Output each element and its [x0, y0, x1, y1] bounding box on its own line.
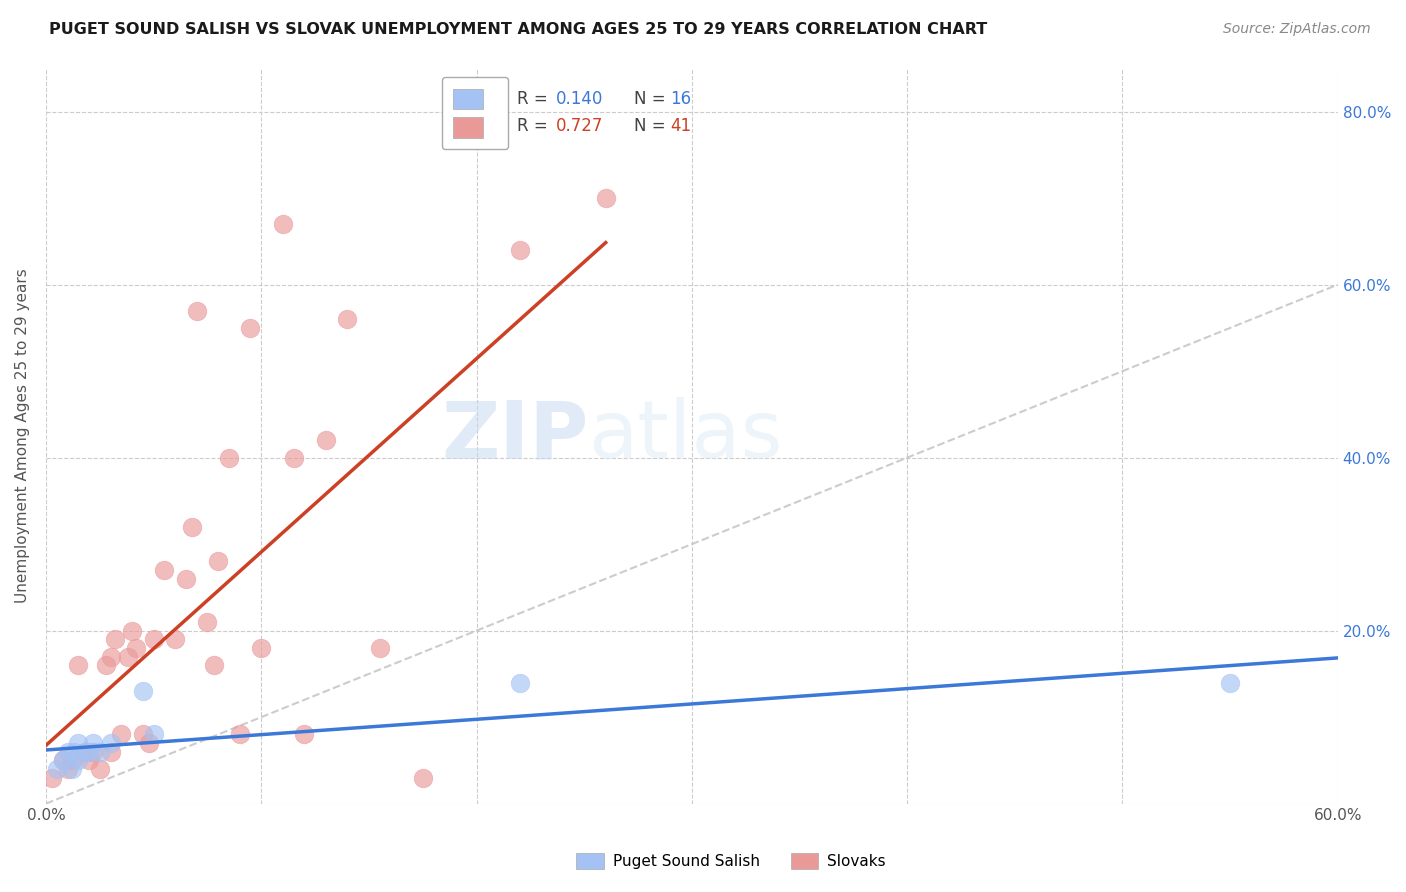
Point — [595, 191, 617, 205]
Text: 0.727: 0.727 — [557, 117, 603, 135]
Text: 0.140: 0.140 — [557, 90, 603, 109]
Point — [45, 762, 67, 776]
Point — [336, 312, 359, 326]
Point — [239, 321, 262, 335]
Point — [56, 745, 79, 759]
Text: Source: ZipAtlas.com: Source: ZipAtlas.com — [1223, 22, 1371, 37]
Point — [60, 753, 83, 767]
Point — [218, 450, 240, 465]
Point — [67, 753, 90, 767]
Point — [67, 658, 90, 673]
Text: N =: N = — [634, 90, 671, 109]
Point — [181, 520, 204, 534]
Text: R =: R = — [517, 117, 554, 135]
Point — [142, 632, 165, 647]
Text: 16: 16 — [669, 90, 690, 109]
Text: ZIP: ZIP — [441, 397, 589, 475]
Point — [100, 736, 122, 750]
Point — [77, 745, 100, 759]
Point — [117, 649, 139, 664]
Point — [197, 615, 219, 629]
Point — [125, 640, 148, 655]
Point — [207, 554, 229, 568]
Point — [165, 632, 187, 647]
Point — [142, 727, 165, 741]
Point — [82, 736, 104, 750]
Point — [60, 762, 83, 776]
Point — [174, 572, 197, 586]
Point — [138, 736, 160, 750]
Point — [202, 658, 225, 673]
Point — [228, 727, 250, 741]
Text: 41: 41 — [669, 117, 690, 135]
Point — [186, 303, 208, 318]
Point — [283, 450, 305, 465]
Text: N =: N = — [634, 117, 671, 135]
Point — [132, 727, 155, 741]
Point — [67, 736, 90, 750]
Point — [41, 771, 63, 785]
Point — [271, 217, 294, 231]
Legend: Puget Sound Salish, Slovaks: Puget Sound Salish, Slovaks — [571, 847, 891, 875]
Point — [368, 640, 391, 655]
Text: PUGET SOUND SALISH VS SLOVAK UNEMPLOYMENT AMONG AGES 25 TO 29 YEARS CORRELATION : PUGET SOUND SALISH VS SLOVAK UNEMPLOYMEN… — [49, 22, 987, 37]
Point — [412, 771, 434, 785]
Point — [153, 563, 176, 577]
Point — [132, 684, 155, 698]
Point — [110, 727, 132, 741]
Point — [82, 745, 104, 759]
Point — [509, 675, 531, 690]
Legend: , : , — [441, 77, 509, 149]
Point — [89, 745, 111, 759]
Point — [89, 762, 111, 776]
Point — [73, 745, 96, 759]
Point — [73, 745, 96, 759]
Point — [56, 762, 79, 776]
Point — [509, 243, 531, 257]
Point — [1219, 675, 1241, 690]
Point — [63, 745, 86, 759]
Point — [52, 753, 75, 767]
Y-axis label: Unemployment Among Ages 25 to 29 years: Unemployment Among Ages 25 to 29 years — [15, 268, 30, 604]
Point — [250, 640, 273, 655]
Point — [52, 753, 75, 767]
Text: R =: R = — [517, 90, 554, 109]
Point — [77, 753, 100, 767]
Point — [96, 658, 118, 673]
Point — [104, 632, 127, 647]
Point — [100, 649, 122, 664]
Text: atlas: atlas — [589, 397, 783, 475]
Point — [121, 624, 143, 638]
Point — [292, 727, 315, 741]
Point — [315, 434, 337, 448]
Point — [100, 745, 122, 759]
